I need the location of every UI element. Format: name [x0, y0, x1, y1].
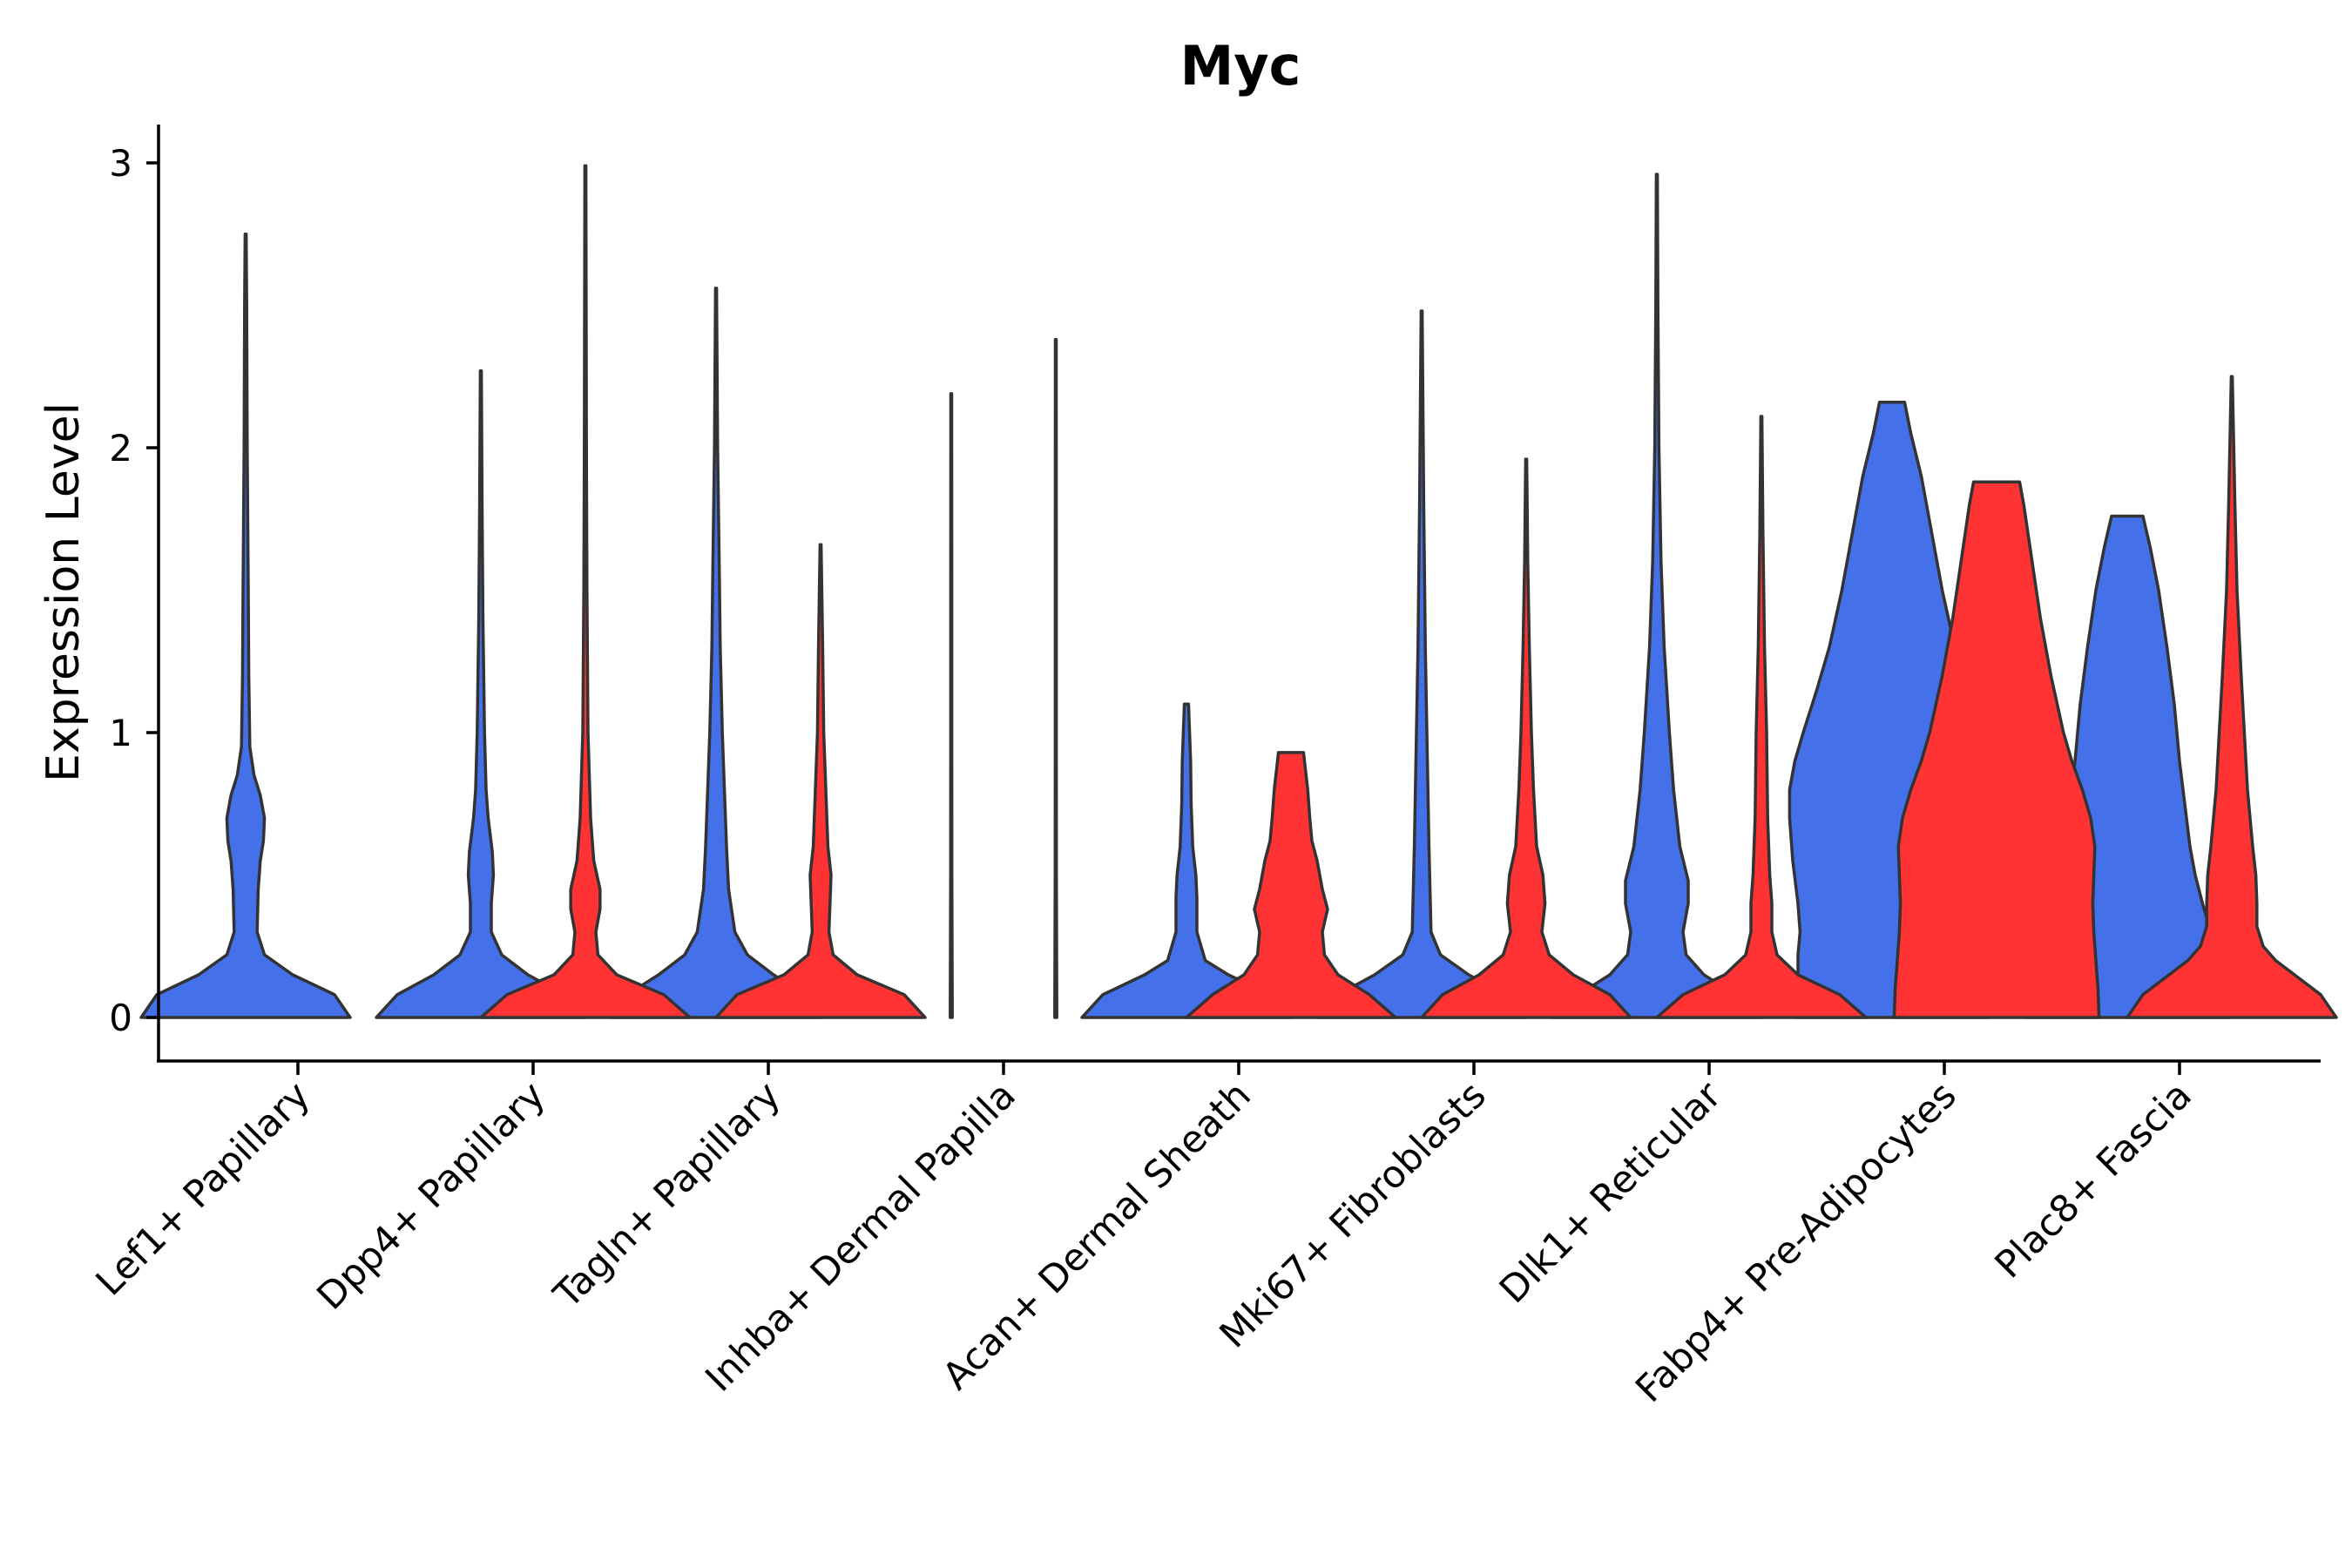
chart-title: Myc	[1180, 34, 1301, 98]
x-tick-label-plac8-fascia: Plac8+ Fascia	[1987, 1073, 2200, 1287]
violin-group_b-inhba-dermal-papilla	[1053, 337, 1058, 1019]
violin-group_a-dlk1-reticular	[1551, 172, 1763, 1019]
x-tick-label-dpp4-papillary: Dpp4+ Papillary	[309, 1073, 554, 1318]
x-tick-label-dlk1-reticular: Dlk1+ Reticular	[1491, 1073, 1730, 1312]
violin-group_a-inhba-dermal-papilla	[949, 392, 954, 1019]
violin-group_a-mki67-fibroblasts	[1315, 309, 1528, 1019]
x-tick-label-lef1-papillary: Lef1+ Papillary	[88, 1073, 319, 1304]
violin-group_b-fabp4-pre-adipocytes	[1892, 480, 2101, 1019]
y-tick-label-0: 0	[109, 997, 132, 1039]
violin-group_b-tagln-papillary	[714, 543, 927, 1019]
violins-layer	[139, 164, 2338, 1019]
y-tick-label-1: 1	[109, 712, 132, 754]
violin-group_a-acan-dermal-sheath	[1080, 702, 1293, 1019]
violin-group_b-mki67-fibroblasts	[1420, 457, 1632, 1019]
x-tick-label-tagln-papillary: Tagln+ Papillary	[545, 1073, 789, 1317]
violin-group_a-tagln-papillary	[610, 287, 822, 1019]
x-tick-label-mki67-fibroblasts: Mki67+ Fibroblasts	[1212, 1073, 1495, 1356]
violin-group_b-plac8-fascia	[2126, 375, 2338, 1019]
violin-group_a-lef1-papillary	[139, 233, 352, 1019]
y-tick-label-3: 3	[109, 142, 132, 185]
y-ticks-layer: 0 1 2 3	[109, 142, 159, 1039]
y-tick-label-2: 2	[109, 427, 132, 470]
violin-group_b-dlk1-reticular	[1655, 415, 1868, 1019]
violin-group_a-dpp4-papillary	[375, 368, 587, 1019]
violin-group_b-acan-dermal-sheath	[1185, 751, 1397, 1019]
y-axis-label: Expression Level	[37, 402, 90, 782]
violin-group_b-dpp4-papillary	[479, 164, 692, 1019]
